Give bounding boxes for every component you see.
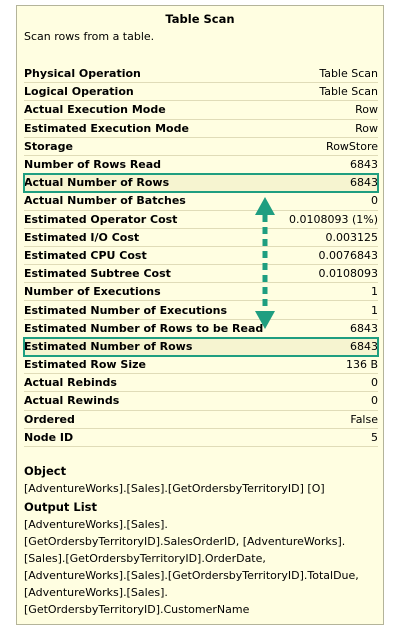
double-headed-vertical-arrow-icon: [255, 197, 275, 329]
property-row: Estimated Number of Rows to be Read 6843: [24, 320, 378, 338]
property-value: 0.003125: [325, 230, 379, 244]
property-value: 6843: [350, 176, 378, 190]
property-value: Row: [355, 121, 378, 135]
property-label: Physical Operation: [24, 67, 141, 81]
property-label: Actual Execution Mode: [24, 103, 166, 117]
property-value: 0: [371, 376, 378, 390]
property-value: 0.0108093: [318, 267, 379, 281]
property-row: Node ID 5: [24, 429, 378, 447]
tooltip-title: Table Scan: [165, 12, 235, 26]
property-row: Storage RowStore: [24, 138, 378, 156]
property-label: Actual Rebinds: [24, 376, 117, 390]
property-value: 0.0076843: [318, 248, 379, 262]
property-label: Logical Operation: [24, 85, 134, 99]
property-value: 0.0108093 (1%): [288, 212, 378, 226]
property-label: Estimated Number of Rows to be Read: [24, 321, 264, 335]
property-value: 6843: [350, 321, 378, 335]
property-value: 0: [371, 194, 378, 208]
property-row: Estimated Number of Executions 1: [24, 301, 378, 320]
property-value: 136 B: [345, 358, 378, 372]
property-row: Estimated Subtree Cost 0.0108093: [24, 265, 379, 284]
property-value: 6843: [350, 339, 378, 353]
object-section: Object [AdventureWorks].[Sales].[GetOrde…: [24, 463, 378, 497]
property-row: Actual Number of Batches 0: [24, 192, 378, 211]
property-row: Estimated Number of Rows 6843: [23, 336, 379, 358]
output-list-section: Output List [AdventureWorks].[Sales]. [Ge…: [24, 499, 378, 618]
property-row: Actual Rebinds 0: [24, 374, 378, 393]
property-label: Node ID: [24, 430, 74, 444]
property-label: Number of Executions: [24, 285, 161, 299]
object-heading: Object: [24, 464, 67, 478]
property-table: Physical Operation Table Scan Logical Oper…: [23, 65, 379, 447]
property-row: Number of Executions 1: [24, 283, 378, 302]
property-label: Actual Number of Rows: [24, 176, 170, 190]
property-label: Estimated Execution Mode: [24, 121, 189, 135]
property-row: Logical Operation Table Scan: [24, 83, 378, 102]
query-plan-tooltip: Table Scan Scan rows from a table. Physi…: [16, 5, 384, 625]
property-label: Estimated Row Size: [24, 358, 146, 372]
property-label: Ordered: [24, 412, 75, 426]
object-value: [AdventureWorks].[Sales].[GetOrdersbyTer…: [24, 482, 325, 495]
property-value: RowStore: [326, 139, 378, 153]
property-row: Estimated Row Size 136 B: [24, 356, 378, 375]
property-row: Actual Rewinds 0: [24, 392, 378, 411]
property-label: Estimated Operator Cost: [24, 212, 178, 226]
output-list-line: [AdventureWorks].[Sales].[GetOrdersbyTer…: [24, 569, 359, 582]
property-label: Number of Rows Read: [24, 158, 162, 172]
property-label: Estimated Number of Executions: [24, 303, 228, 317]
output-list-lines: [AdventureWorks].[Sales]. [GetOrdersbyTer…: [24, 516, 378, 618]
property-value: False: [350, 412, 378, 426]
property-label: Estimated CPU Cost: [24, 248, 147, 262]
property-row: Actual Execution Mode Row: [24, 101, 378, 120]
output-list-line: [AdventureWorks].[Sales].: [24, 586, 168, 599]
property-row: Estimated Execution Mode Row: [24, 120, 378, 138]
output-list-heading: Output List: [24, 500, 97, 514]
tooltip-description: Scan rows from a table.: [24, 30, 155, 43]
property-value: Table Scan: [319, 85, 378, 99]
property-label: Actual Rewinds: [24, 394, 120, 408]
property-label: Estimated Number of Rows: [24, 339, 193, 353]
output-list-line: [AdventureWorks].[Sales].: [24, 518, 168, 531]
property-value: 5: [371, 430, 378, 444]
property-row: Number of Rows Read 6843: [24, 156, 378, 175]
property-row: Actual Number of Rows 6843: [23, 173, 379, 194]
property-row: Ordered False: [24, 411, 378, 429]
property-row: Estimated CPU Cost 0.0076843: [24, 247, 379, 266]
property-value: 6843: [350, 158, 378, 172]
property-label: Estimated Subtree Cost: [24, 267, 171, 281]
output-list-line: [Sales].[GetOrdersbyTerritoryID].OrderDa…: [24, 552, 266, 565]
output-list-line: [GetOrdersbyTerritoryID].CustomerName: [24, 603, 250, 616]
property-label: Estimated I/O Cost: [24, 230, 140, 244]
property-label: Storage: [24, 139, 73, 153]
property-row: Estimated I/O Cost 0.003125: [24, 229, 378, 247]
property-row: Physical Operation Table Scan: [24, 65, 378, 84]
property-label: Actual Number of Batches: [24, 194, 186, 208]
property-value: 1: [371, 303, 378, 317]
property-value: Table Scan: [319, 67, 378, 81]
property-row: Estimated Operator Cost 0.0108093 (1%): [24, 211, 378, 229]
property-value: 0: [371, 394, 378, 408]
property-value: 1: [371, 285, 378, 299]
property-value: Row: [355, 103, 378, 117]
output-list-line: [GetOrdersbyTerritoryID].SalesOrderID, […: [24, 535, 346, 548]
